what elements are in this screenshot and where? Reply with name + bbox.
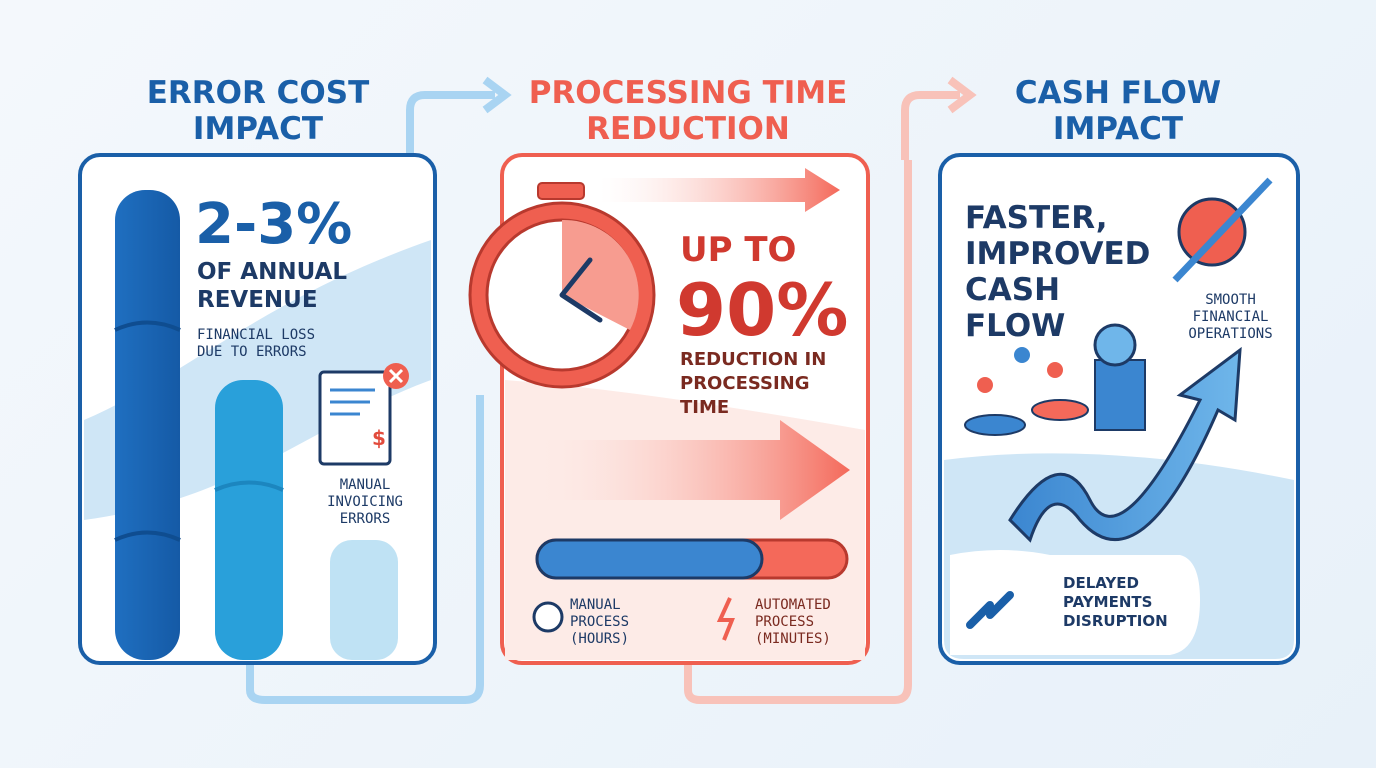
legend-item: AUTOMATED PROCESS (MINUTES) xyxy=(755,597,831,647)
point xyxy=(1047,362,1063,378)
coins xyxy=(964,414,1026,436)
stat: 90% xyxy=(676,268,849,352)
hands xyxy=(559,257,603,323)
legend-item: MANUAL PROCESS (HOURS) xyxy=(570,597,630,647)
panel-title: ERROR COST IMPACT xyxy=(146,75,370,147)
connector xyxy=(406,91,495,160)
stat-label: REDUCTION IN PROCESSING TIME xyxy=(680,349,827,418)
bar-seam xyxy=(214,480,284,492)
invoice-icon xyxy=(318,370,392,466)
point xyxy=(977,377,993,393)
arrow xyxy=(600,168,840,212)
point xyxy=(1014,347,1030,363)
connector-head xyxy=(482,76,512,114)
connector xyxy=(901,91,960,160)
stopwatch-crown xyxy=(537,182,585,200)
connector xyxy=(684,160,912,704)
stat-prefix: UP TO xyxy=(680,230,797,270)
coin-icon xyxy=(1177,197,1247,267)
panel-title: CASH FLOW IMPACT xyxy=(1014,75,1222,147)
invoice-lines xyxy=(330,388,375,416)
icon-label: MANUAL INVOICING ERRORS xyxy=(327,477,403,527)
connector-head xyxy=(947,76,977,114)
growth-arrow xyxy=(1172,177,1273,283)
stat: 2-3% xyxy=(195,192,353,257)
elapsed xyxy=(562,219,639,330)
bar xyxy=(330,540,398,660)
panel-title: PROCESSING TIME REDUCTION xyxy=(528,75,848,147)
dollar-icon: $ xyxy=(372,426,386,450)
headline: FASTER, IMPROVED CASH FLOW xyxy=(965,200,1151,344)
coins xyxy=(1031,399,1089,421)
bar xyxy=(215,380,283,660)
chain-icon xyxy=(966,591,1014,629)
progress-fill xyxy=(535,538,764,580)
lightning-icon xyxy=(716,597,735,641)
connector xyxy=(246,395,484,704)
stat-label: OF ANNUAL REVENUE xyxy=(197,259,347,313)
coin-stack xyxy=(1094,359,1146,431)
note: FINANCIAL LOSS DUE TO ERRORS xyxy=(197,327,316,360)
bar-seam xyxy=(114,320,181,542)
trend-arrow xyxy=(1008,346,1242,543)
callout xyxy=(950,550,1200,655)
bar xyxy=(115,190,180,660)
note: SMOOTH FINANCIAL OPERATIONS xyxy=(1188,292,1273,342)
clock-icon xyxy=(532,601,564,633)
error-x xyxy=(388,368,404,384)
risk-label: DELAYED PAYMENTS DISRUPTION xyxy=(1063,574,1168,630)
arrow xyxy=(540,420,850,520)
coin-icon xyxy=(1093,323,1137,367)
